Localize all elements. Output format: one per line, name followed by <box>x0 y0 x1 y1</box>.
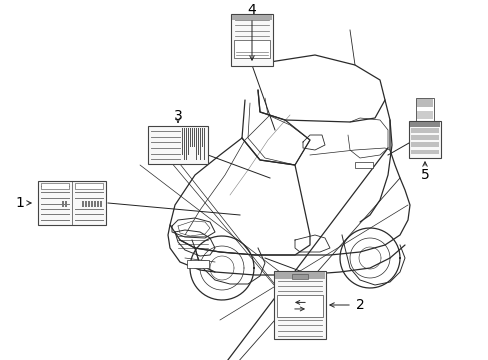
FancyBboxPatch shape <box>273 271 325 339</box>
Bar <box>182 128 183 154</box>
FancyBboxPatch shape <box>410 143 438 147</box>
Bar <box>192 128 193 147</box>
Text: 5: 5 <box>420 168 428 182</box>
Text: 3: 3 <box>173 109 182 123</box>
Bar <box>85 201 87 207</box>
FancyBboxPatch shape <box>148 126 207 164</box>
Bar <box>202 128 203 147</box>
Bar <box>65 201 67 207</box>
FancyBboxPatch shape <box>38 181 106 225</box>
FancyBboxPatch shape <box>415 98 433 121</box>
Bar <box>82 201 84 207</box>
FancyBboxPatch shape <box>408 121 440 158</box>
FancyBboxPatch shape <box>75 183 103 189</box>
Bar <box>97 201 99 207</box>
FancyBboxPatch shape <box>416 99 432 107</box>
Text: 4: 4 <box>247 3 256 17</box>
Bar <box>185 128 186 160</box>
FancyBboxPatch shape <box>230 14 272 66</box>
FancyBboxPatch shape <box>291 274 307 279</box>
Text: 2: 2 <box>355 298 364 312</box>
Bar <box>62 201 64 207</box>
FancyBboxPatch shape <box>234 40 269 58</box>
Bar <box>88 201 90 207</box>
FancyBboxPatch shape <box>186 260 208 268</box>
FancyBboxPatch shape <box>410 135 438 140</box>
FancyBboxPatch shape <box>354 162 372 168</box>
Bar <box>190 128 191 147</box>
Bar <box>198 128 199 154</box>
Bar <box>94 201 96 207</box>
Bar <box>194 128 195 147</box>
Bar <box>91 201 93 207</box>
FancyBboxPatch shape <box>410 128 438 133</box>
Bar <box>200 128 201 160</box>
FancyBboxPatch shape <box>416 111 432 119</box>
FancyBboxPatch shape <box>276 295 323 316</box>
FancyBboxPatch shape <box>409 122 439 127</box>
Bar <box>203 128 204 160</box>
Text: 1: 1 <box>16 196 24 210</box>
FancyBboxPatch shape <box>231 15 271 20</box>
FancyBboxPatch shape <box>274 272 325 279</box>
Bar <box>100 201 102 207</box>
Bar <box>187 128 189 154</box>
Bar <box>183 128 184 160</box>
Bar <box>196 128 197 160</box>
FancyBboxPatch shape <box>410 150 438 154</box>
FancyBboxPatch shape <box>41 183 69 189</box>
